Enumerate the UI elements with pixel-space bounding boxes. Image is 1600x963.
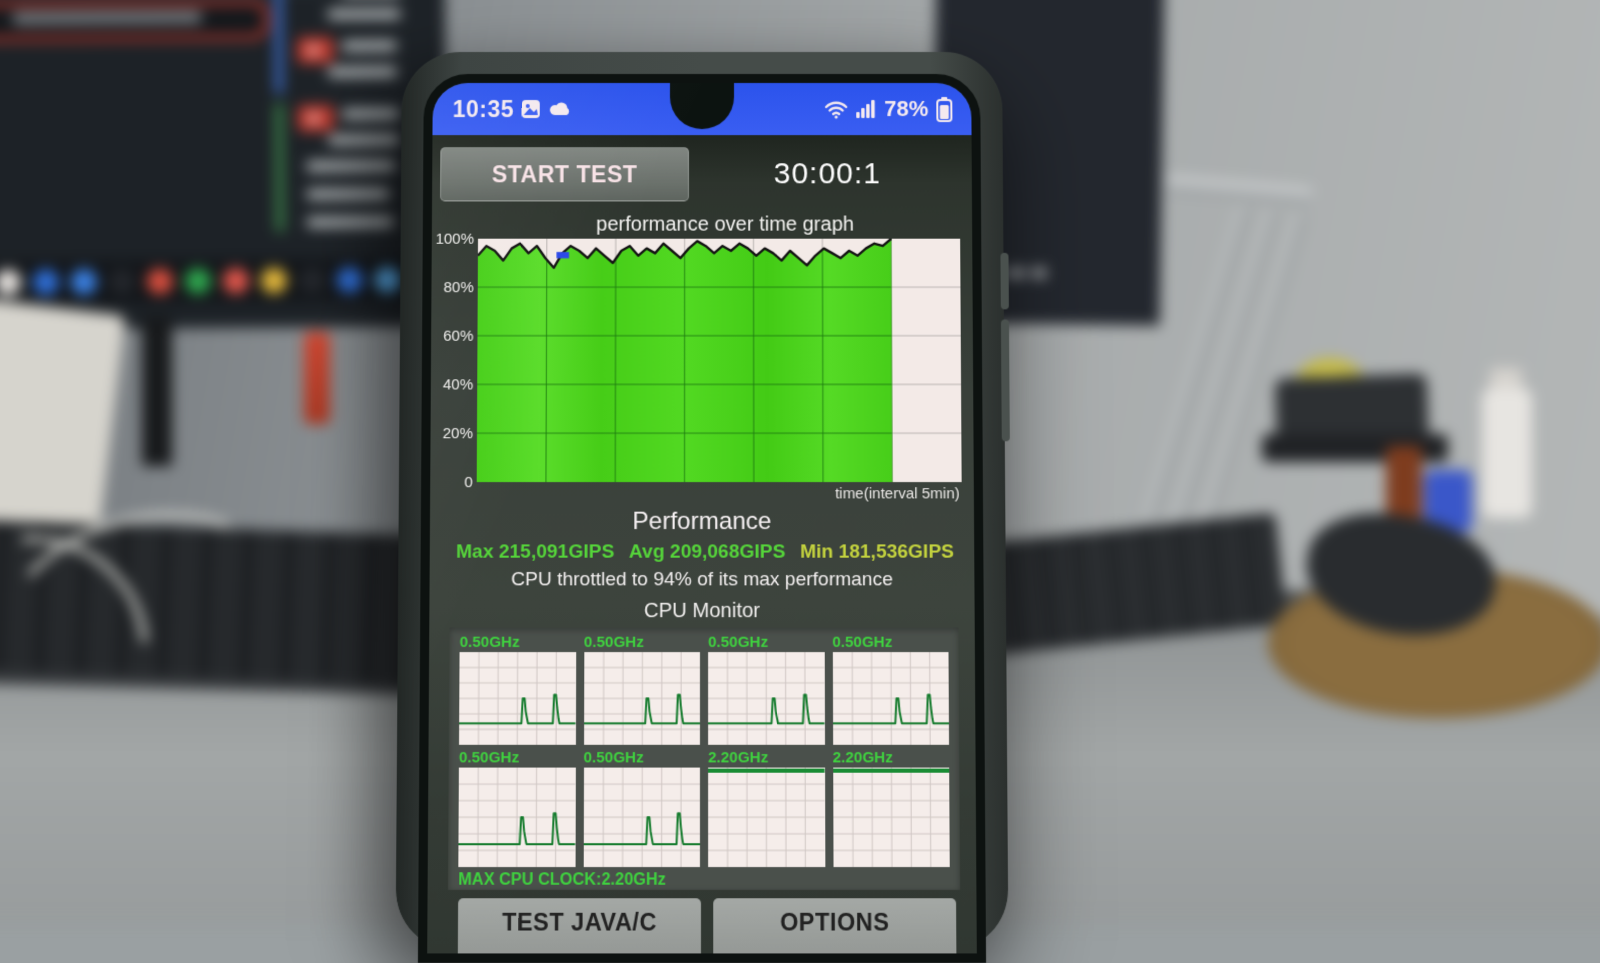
status-bar: 10:35	[432, 83, 971, 135]
cpu-core-freq-label: 0.50GHz	[832, 634, 948, 651]
cpu-core-cell-4: 0.50GHz	[832, 634, 949, 745]
cpu-core-graph	[584, 652, 700, 745]
cpu-core-freq-label: 2.20GHz	[833, 749, 950, 767]
x-axis-label: time(interval 5min)	[430, 485, 960, 502]
cpu-core-graph	[458, 768, 575, 867]
y-axis-labels: 100%80%60%40%20%0	[430, 239, 478, 482]
cpu-core-cell-2: 0.50GHz	[584, 634, 700, 745]
chart-title: performance over time graph	[478, 214, 972, 237]
performance-chart	[477, 239, 962, 482]
dock-app-icon	[223, 268, 249, 294]
y-axis-tick: 80%	[443, 279, 473, 296]
options-button[interactable]: OPTIONS	[713, 898, 956, 963]
cellular-signal-icon	[855, 99, 877, 119]
dock-app-icon	[337, 267, 363, 293]
cpu-monitor-heading: CPU Monitor	[429, 600, 974, 624]
cpu-core-cell-6: 0.50GHz	[583, 749, 700, 867]
cpu-monitor-panel: 0.50GHz 0.50GHz 0.50GHz 0.50GHz 0.50GHz 0.50G…	[448, 627, 960, 889]
dock-app-icon	[375, 267, 401, 293]
battery-percent-label: 78%	[884, 96, 928, 122]
cpu-core-cell-7: 2.20GHz	[708, 749, 825, 867]
cpu-core-cell-8: 2.20GHz	[833, 749, 950, 867]
taskbar-dock	[0, 259, 425, 304]
cloud-icon	[548, 100, 572, 118]
video-thumbnail	[297, 37, 333, 63]
volume-button	[1000, 253, 1008, 310]
performance-chart-block: 100%80%60%40%20%0	[430, 239, 974, 482]
cpu-core-graph	[708, 652, 824, 745]
stat-max: Max 215,091GIPS	[456, 541, 614, 564]
cpu-core-graph	[583, 768, 700, 867]
battery-icon	[935, 96, 953, 122]
cpu-core-freq-label: 0.50GHz	[584, 634, 700, 651]
performance-heading: Performance	[430, 508, 974, 537]
cpu-core-graph	[833, 768, 950, 867]
clock-label: 10:35	[453, 96, 515, 123]
stat-min: Min 181,536GIPS	[800, 541, 954, 564]
cpu-core-freq-label: 2.20GHz	[708, 749, 824, 767]
dock-app-icon	[33, 269, 59, 295]
y-axis-tick: 100%	[435, 230, 474, 247]
y-axis-tick: 40%	[443, 376, 473, 393]
y-axis-tick: 20%	[443, 425, 473, 442]
performance-chart-svg	[477, 239, 962, 482]
start-test-button[interactable]: START TEST	[440, 147, 689, 201]
test-java-button[interactable]: TEST JAVA/C	[458, 898, 701, 963]
red-highlight-box	[0, 0, 269, 42]
cpu-core-freq-label: 0.50GHz	[460, 634, 576, 651]
cpu-core-grid: 0.50GHz 0.50GHz 0.50GHz 0.50GHz 0.50GHz 0.50G…	[458, 634, 949, 867]
power-button	[1001, 320, 1010, 442]
cpu-core-cell-5: 0.50GHz	[458, 749, 575, 867]
dock-app-icon	[0, 269, 21, 295]
scrollbar-strip-lower	[276, 103, 284, 231]
throttle-note: CPU throttled to 94% of its max performa…	[430, 569, 975, 592]
footer-buttons: TEST JAVA/C OPTIONS	[458, 898, 957, 963]
dock-app-icon	[261, 267, 287, 293]
max-cpu-clock-label: MAX CPU CLOCK:2.20GHz	[458, 871, 666, 890]
dock-app-icon	[71, 269, 97, 295]
timer-label: 30:00:1	[689, 157, 966, 191]
wifi-icon	[824, 99, 848, 119]
dock-app-icon	[147, 268, 173, 294]
dock-app-icon	[109, 269, 135, 295]
y-axis-tick: 60%	[443, 327, 473, 344]
camera-notch	[670, 83, 734, 129]
dock-app-icon	[185, 268, 211, 294]
dock-app-icon	[299, 267, 325, 293]
cpu-core-cell-3: 0.50GHz	[708, 634, 824, 745]
scrollbar-strip	[275, 0, 283, 94]
performance-stats: Max 215,091GIPS Avg 209,068GIPS Min 181,…	[430, 541, 975, 564]
cpu-core-graph	[832, 652, 949, 745]
phone-screen: 10:35	[418, 74, 986, 963]
monitor-stand	[142, 316, 172, 466]
video-thumbnail	[298, 105, 334, 131]
cpu-core-graph	[459, 652, 576, 745]
orange-canister	[304, 332, 330, 424]
cpu-core-freq-label: 0.50GHz	[459, 749, 576, 767]
cpu-core-freq-label: 0.50GHz	[584, 749, 700, 767]
white-bottle	[1482, 388, 1532, 518]
stat-avg: Avg 209,068GIPS	[629, 541, 785, 564]
cpu-throttling-test-app: START TEST 30:00:1 performance over time…	[427, 135, 977, 953]
cpu-core-freq-label: 0.50GHz	[708, 634, 824, 651]
y-axis-tick: 0	[464, 473, 473, 490]
gallery-icon	[521, 99, 541, 119]
left-monitor	[0, 0, 447, 330]
phone: 10:35	[396, 52, 1009, 950]
cpu-core-graph	[708, 768, 825, 867]
cpu-core-cell-1: 0.50GHz	[459, 634, 576, 745]
